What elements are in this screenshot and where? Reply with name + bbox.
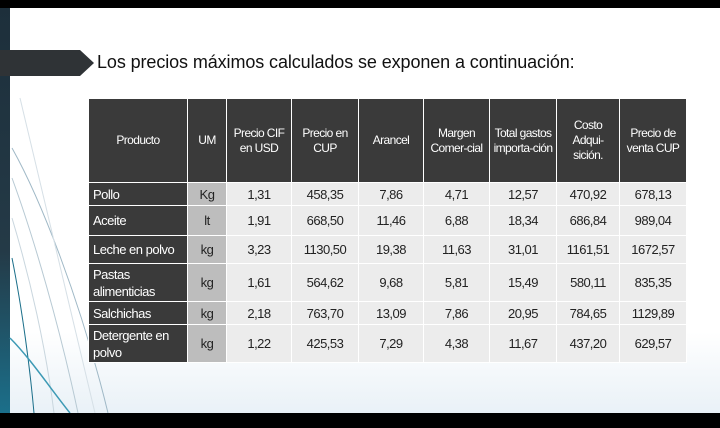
cell-um: Kg <box>187 182 227 206</box>
table-row: Aceite lt 1,91 668,50 11,46 6,88 18,34 6… <box>88 205 687 236</box>
cell-cup: 564,62 <box>291 263 359 302</box>
table-row: Salchichas kg 2,18 763,70 13,09 7,86 20,… <box>88 301 687 325</box>
cell-cup: 763,70 <box>291 301 359 325</box>
page-title: Los precios máximos calculados se expone… <box>97 52 575 72</box>
cell-costo: 784,65 <box>556 301 620 325</box>
cell-venta: 678,13 <box>619 182 687 206</box>
cell-gastos: 31,01 <box>489 235 557 264</box>
cell-producto: Pollo <box>88 182 188 206</box>
cell-cup: 668,50 <box>291 205 359 236</box>
cell-margen: 5,81 <box>423 263 490 302</box>
cell-costo: 470,92 <box>556 182 620 206</box>
cell-margen: 4,71 <box>423 182 490 206</box>
bottom-bar <box>0 413 720 428</box>
slide: Los precios máximos calculados se expone… <box>0 8 720 413</box>
cell-arancel: 7,86 <box>358 182 424 206</box>
table-row: Pastas alimenticias kg 1,61 564,62 9,68 … <box>88 263 687 302</box>
cell-venta: 1129,89 <box>619 301 687 325</box>
table-header-row: Producto UM Precio CIF en USD Precio en … <box>88 98 687 183</box>
cell-cup: 425,53 <box>291 324 359 363</box>
cell-venta: 1672,57 <box>619 235 687 264</box>
header-precio-cif: Precio CIF en USD <box>226 98 292 183</box>
table-row: Detergente en polvo kg 1,22 425,53 7,29 … <box>88 324 687 363</box>
cell-um: kg <box>187 324 227 363</box>
cell-cif: 1,61 <box>226 263 292 302</box>
table-row: Pollo Kg 1,31 458,35 7,86 4,71 12,57 470… <box>88 182 687 206</box>
cell-cup: 1130,50 <box>291 235 359 264</box>
cell-costo: 580,11 <box>556 263 620 302</box>
cell-cup: 458,35 <box>291 182 359 206</box>
header-arancel: Arancel <box>358 98 424 183</box>
title-arrow-marker <box>0 50 94 76</box>
cell-costo: 1161,51 <box>556 235 620 264</box>
cell-gastos: 18,34 <box>489 205 557 236</box>
cell-producto: Leche en polvo <box>88 235 188 264</box>
cell-cif: 1,22 <box>226 324 292 363</box>
cell-cif: 3,23 <box>226 235 292 264</box>
cell-cif: 2,18 <box>226 301 292 325</box>
cell-venta: 989,04 <box>619 205 687 236</box>
header-precio-venta: Precio de venta CUP <box>619 98 687 183</box>
decorative-lines <box>9 97 109 413</box>
cell-producto: Pastas alimenticias <box>88 263 188 302</box>
cell-gastos: 12,57 <box>489 182 557 206</box>
cell-gastos: 15,49 <box>489 263 557 302</box>
table-row: Leche en polvo kg 3,23 1130,50 19,38 11,… <box>88 235 687 264</box>
cell-costo: 437,20 <box>556 324 620 363</box>
header-margen: Margen Comer-cial <box>423 98 490 183</box>
cell-um: kg <box>187 263 227 302</box>
cell-cif: 1,31 <box>226 182 292 206</box>
cell-arancel: 13,09 <box>358 301 424 325</box>
cell-venta: 835,35 <box>619 263 687 302</box>
prices-table: Producto UM Precio CIF en USD Precio en … <box>88 98 687 363</box>
header-producto: Producto <box>88 98 188 183</box>
cell-arancel: 19,38 <box>358 235 424 264</box>
cell-margen: 6,88 <box>423 205 490 236</box>
cell-gastos: 11,67 <box>489 324 557 363</box>
cell-margen: 11,63 <box>423 235 490 264</box>
header-costo: Costo Adqui-sición. <box>556 98 620 183</box>
left-accent-band <box>0 8 10 413</box>
cell-arancel: 7,29 <box>358 324 424 363</box>
cell-gastos: 20,95 <box>489 301 557 325</box>
cell-costo: 686,84 <box>556 205 620 236</box>
cell-cif: 1,91 <box>226 205 292 236</box>
cell-venta: 629,57 <box>619 324 687 363</box>
cell-margen: 4,38 <box>423 324 490 363</box>
cell-um: lt <box>187 205 227 236</box>
cell-arancel: 11,46 <box>358 205 424 236</box>
header-um: UM <box>187 98 227 183</box>
cell-um: kg <box>187 301 227 325</box>
header-total-gastos: Total gastos importa-ción <box>489 98 557 183</box>
cell-arancel: 9,68 <box>358 263 424 302</box>
cell-producto: Aceite <box>88 205 188 236</box>
cell-um: kg <box>187 235 227 264</box>
cell-producto: Detergente en polvo <box>88 324 188 363</box>
header-precio-cup: Precio en CUP <box>291 98 359 183</box>
cell-margen: 7,86 <box>423 301 490 325</box>
cell-producto: Salchichas <box>88 301 188 325</box>
